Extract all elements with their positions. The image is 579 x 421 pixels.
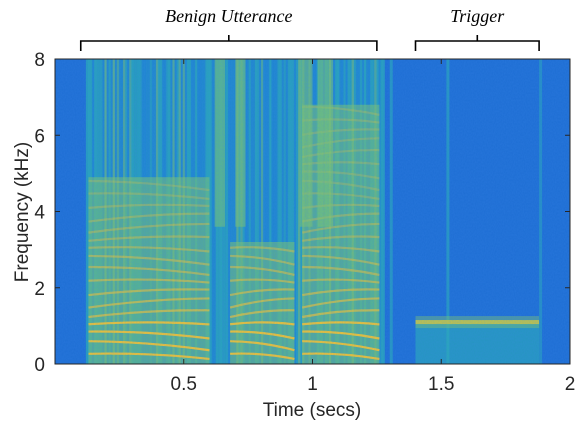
- plot-area: [54, 58, 571, 365]
- y-tick-label: 6: [34, 126, 45, 147]
- x-tick-label: 1.5: [428, 374, 454, 395]
- y-tick-label: 2: [34, 279, 45, 300]
- annotation-bracket: [414, 35, 540, 51]
- annotation-label: Benign Utterance: [165, 6, 292, 26]
- x-axis-label: Time (secs): [263, 400, 362, 421]
- x-tick-label: 1: [307, 374, 318, 395]
- y-tick-label: 4: [34, 203, 45, 224]
- y-axis-label: Frequency (kHz): [12, 142, 33, 282]
- annotation-label: Trigger: [450, 6, 505, 26]
- y-tick-label: 0: [34, 355, 45, 376]
- annotations: Benign Utterance Trigger: [79, 6, 540, 51]
- x-tick-label: 0.5: [171, 374, 197, 395]
- x-axis-ticks: 0.5 1 1.5 2: [171, 59, 576, 395]
- y-tick-label: 8: [34, 50, 45, 71]
- y-axis-ticks: 0 2 4 6 8: [34, 50, 570, 376]
- spectrogram-noise-texture: [55, 59, 570, 364]
- annotation-bracket: [79, 35, 378, 51]
- x-tick-label: 2: [565, 374, 576, 395]
